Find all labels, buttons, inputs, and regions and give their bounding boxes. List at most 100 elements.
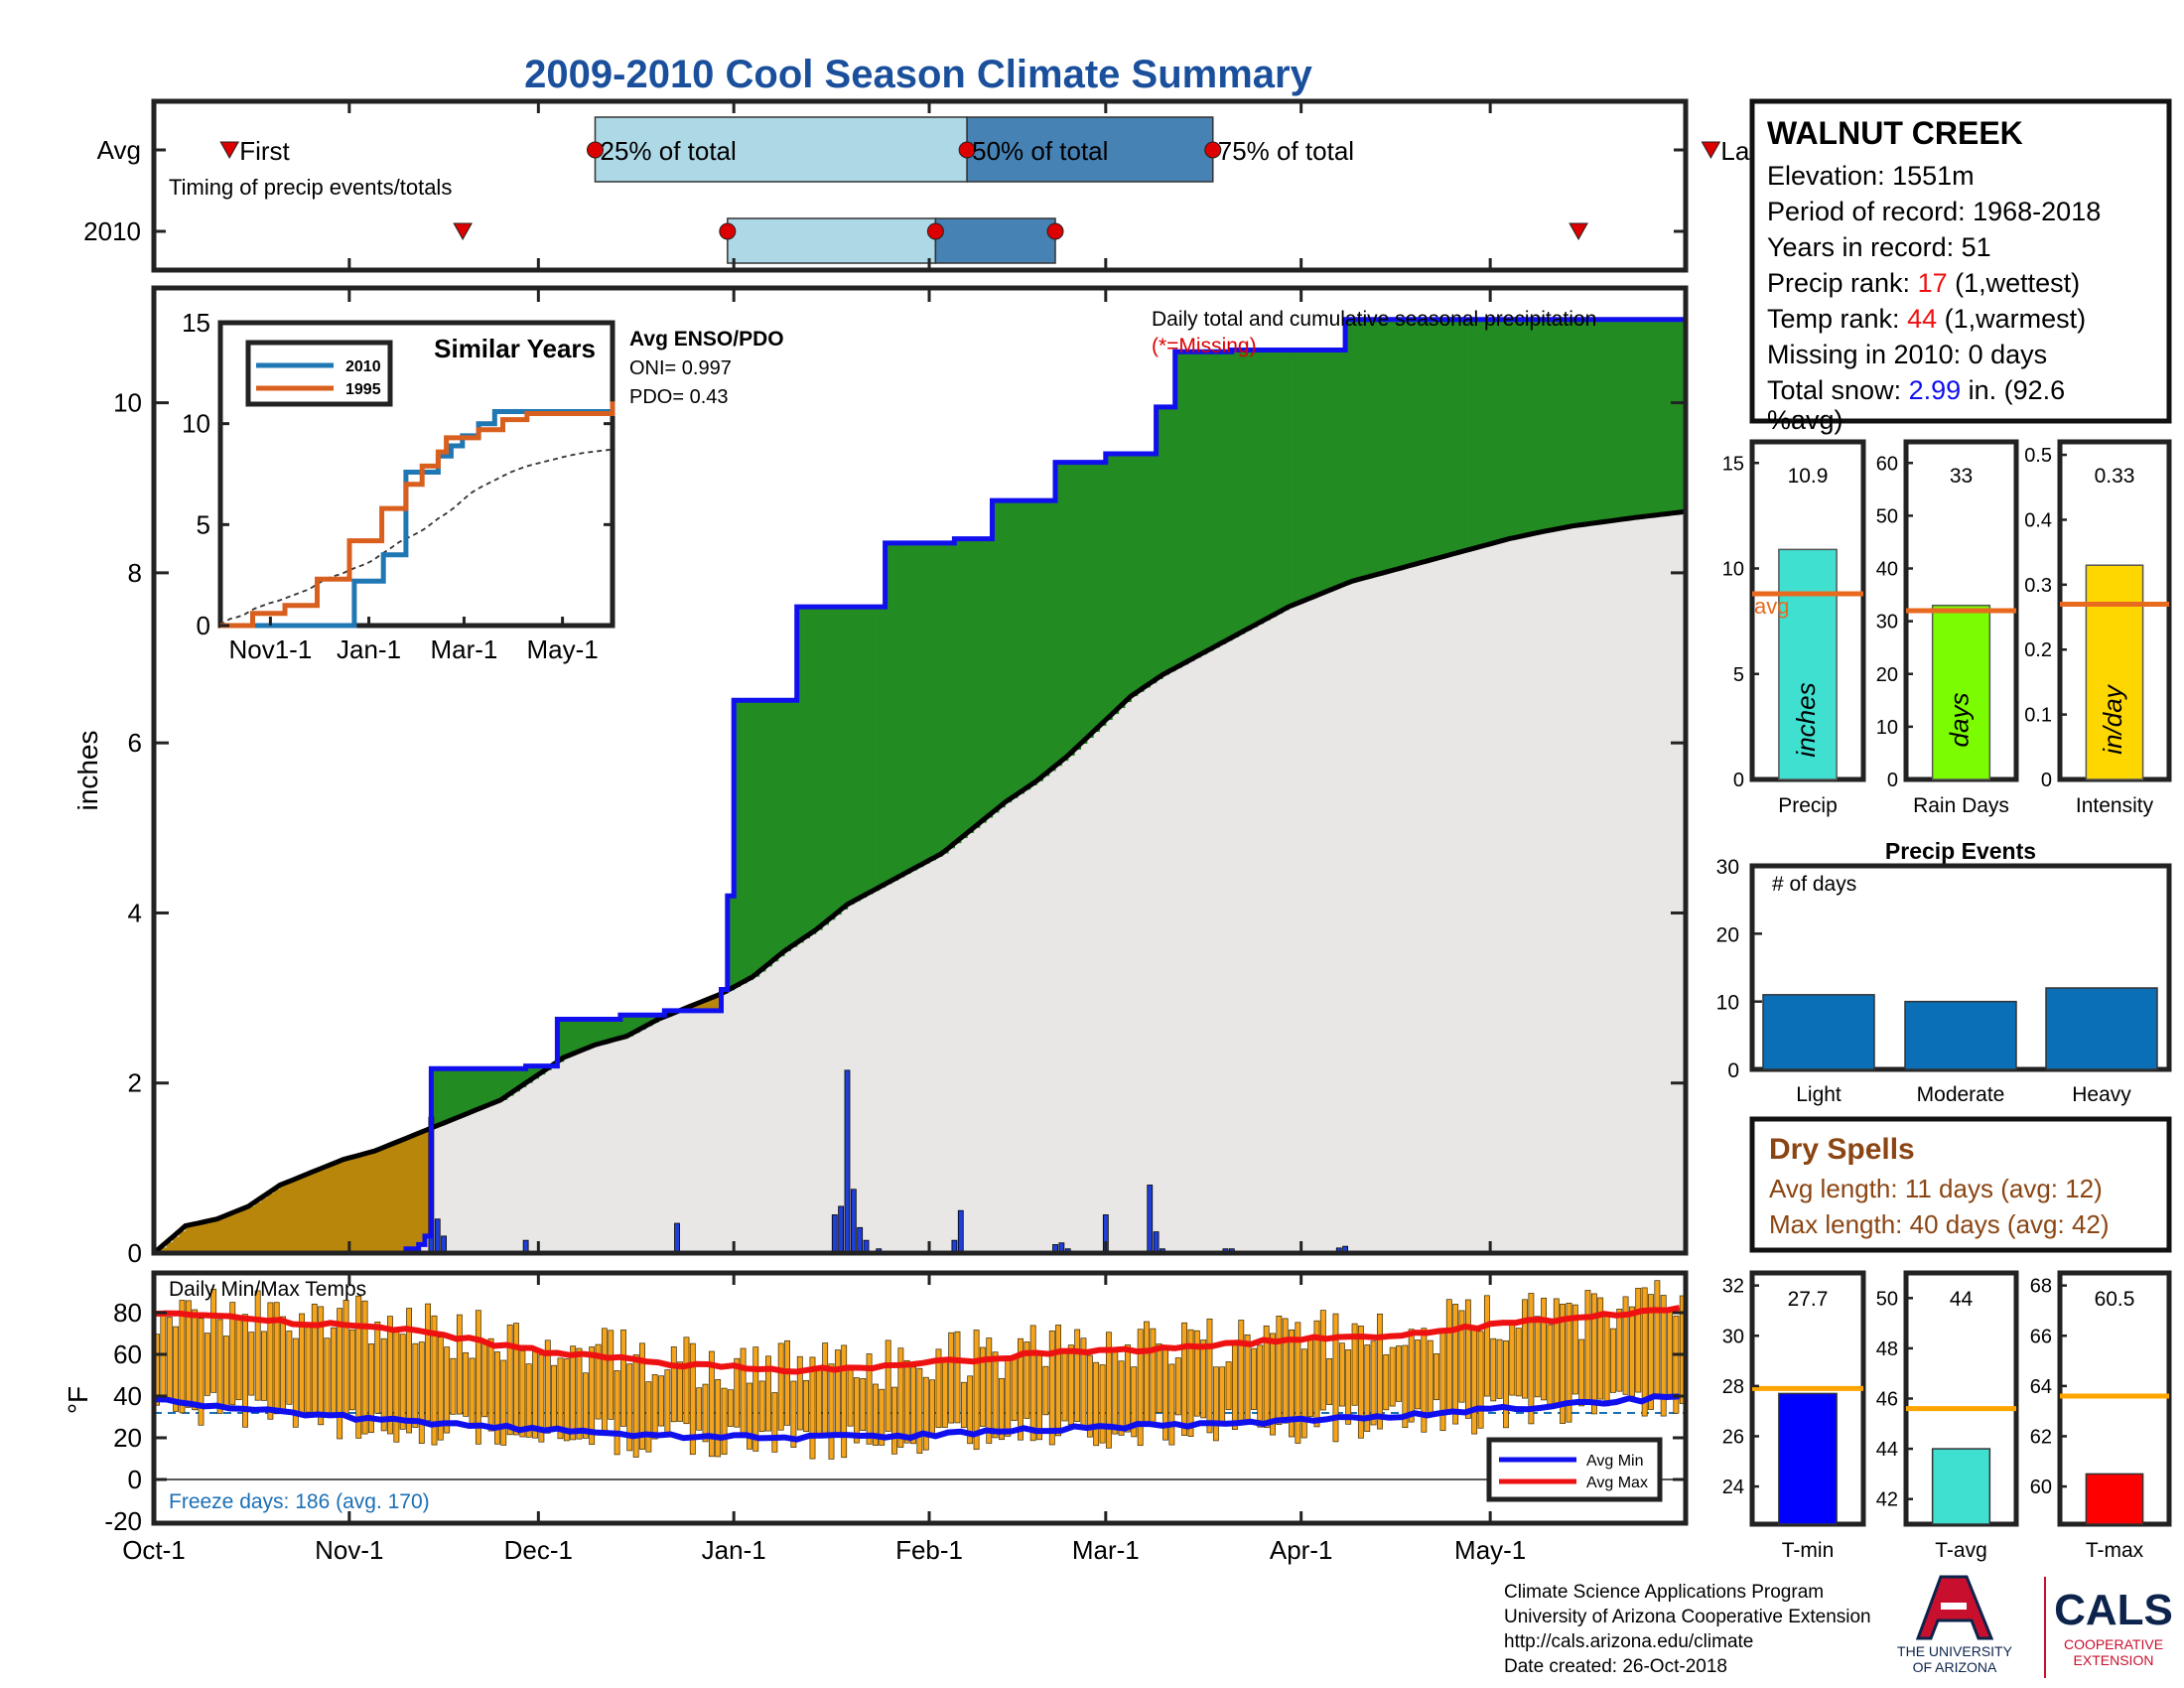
surplus-band: [1389, 319, 1397, 572]
timing-row-2010-label: 2010: [83, 216, 141, 246]
temp-range-bar: [1276, 1316, 1283, 1426]
surplus-band: [608, 1019, 615, 1042]
temp-range-bar: [1402, 1344, 1409, 1429]
temp-range-bar: [185, 1300, 192, 1408]
temp-range-bar: [399, 1334, 406, 1430]
temp-range-bar: [406, 1308, 413, 1434]
temp-range-bar: [173, 1326, 180, 1412]
footer-line-1: Climate Science Applications Program: [1504, 1582, 1824, 1603]
deficit-band: [702, 1001, 710, 1011]
surplus-band: [992, 500, 1000, 813]
surplus-band: [1187, 352, 1195, 661]
surplus-band: [1011, 500, 1019, 798]
surplus-band: [967, 538, 975, 833]
temp-range-bar: [1295, 1322, 1301, 1444]
surplus-band: [437, 1068, 445, 1126]
main-y-tick-label: 4: [128, 898, 142, 927]
temp-range-bar: [809, 1356, 816, 1460]
surplus-band: [834, 607, 842, 915]
temp-range-bar: [229, 1302, 236, 1406]
surplus-band: [777, 700, 785, 957]
page-title: 2009-2010 Cool Season Climate Summary: [524, 53, 1312, 96]
surplus-band: [1641, 319, 1649, 517]
surplus-band: [1635, 319, 1643, 518]
temp-range-bar: [941, 1361, 948, 1428]
temp-range-bar: [393, 1331, 400, 1443]
x-tick-label: Mar-1: [1072, 1535, 1140, 1565]
deficit-band: [305, 1175, 313, 1253]
tmin-y-tick-label: 28: [1722, 1376, 1744, 1398]
deficit-band: [260, 1197, 268, 1253]
temp-range-bar: [1609, 1328, 1616, 1393]
deficit-band: [192, 1224, 200, 1253]
surplus-band: [1654, 319, 1662, 515]
surplus-band: [746, 700, 753, 981]
inset-series-1995: [220, 401, 615, 629]
temp-range-bar: [261, 1331, 267, 1401]
temp-range-bar: [1622, 1296, 1629, 1395]
deficit-band: [355, 1156, 363, 1253]
deficit-band: [708, 998, 716, 1011]
surplus-band: [1490, 319, 1498, 544]
temp-range-bar: [929, 1379, 936, 1435]
inset-title: Similar Years: [434, 334, 596, 363]
surplus-band: [922, 542, 930, 864]
surplus-band: [626, 1015, 634, 1037]
deficit-band: [337, 1162, 344, 1253]
surplus-band: [1445, 319, 1453, 556]
temp-range-bar: [544, 1339, 551, 1434]
deficit-band: [235, 1211, 243, 1253]
timing-panel: Avg 2010 Timing of precip events/totals …: [83, 98, 1770, 273]
surplus-band: [1319, 350, 1327, 595]
surplus-band: [444, 1068, 452, 1123]
days-y-tick-label: 50: [1876, 505, 1898, 527]
cals-line-1: COOPERATIVE: [2064, 1636, 2163, 1652]
deficit-band: [279, 1185, 287, 1253]
temp-range-bar: [1011, 1354, 1018, 1421]
inset-y-tick-label: 0: [197, 611, 210, 640]
temp-range-bar: [1528, 1293, 1535, 1425]
events-bar-heavy: [2045, 987, 2158, 1070]
dry-spells-box: Dry Spells Avg length: 11 days (avg: 12)…: [1749, 1116, 2172, 1253]
surplus-band: [475, 1068, 482, 1111]
temp-range-bar: [242, 1314, 248, 1428]
deficit-band: [696, 1004, 704, 1011]
temp-range-bar: [834, 1349, 841, 1436]
surplus-band: [847, 607, 855, 905]
surplus-band: [1364, 319, 1372, 579]
temp-range-bar: [380, 1337, 387, 1432]
deficit-band: [399, 1140, 407, 1253]
yr2010-box-50-75: [934, 217, 1056, 264]
surplus-band: [815, 607, 823, 930]
temp-range-bar: [519, 1350, 526, 1438]
season-stat-panels: 10.9 inches Precip 0 5 10 15 avg 33 days Rain Days…: [1722, 439, 2172, 817]
surplus-band: [853, 607, 861, 902]
station-temp-rank: Temp rank: 44 (1,warmest): [1767, 304, 2086, 334]
temp-range-bar: [1105, 1332, 1112, 1449]
surplus-band: [1616, 319, 1624, 520]
temp-range-bar: [879, 1388, 886, 1446]
surplus-band: [1421, 319, 1429, 563]
surplus-band: [960, 538, 968, 839]
temp-range-bar: [235, 1316, 242, 1401]
tmax-value-label: 60.5: [2095, 1288, 2135, 1311]
temp-range-bar: [903, 1359, 910, 1444]
temp-range-bar: [1251, 1347, 1257, 1410]
daily-temp-range-bars: [154, 1280, 1686, 1460]
temp-range-bar: [1219, 1366, 1226, 1423]
temp-range-bar: [198, 1318, 205, 1426]
temp-range-bar: [1018, 1337, 1024, 1441]
timing-boxes: [219, 116, 1721, 264]
temp-y-tick-label: 80: [113, 1298, 142, 1328]
inset-y-tick-label: 5: [197, 509, 210, 539]
surplus-band: [929, 542, 936, 861]
temp-range-bar: [506, 1324, 513, 1436]
surplus-band: [1244, 350, 1252, 632]
intensity-value-label: 0.33: [2095, 465, 2135, 488]
surplus-band: [954, 538, 962, 844]
temp-range-bar: [1319, 1310, 1326, 1411]
temp-range-bar: [1270, 1333, 1276, 1436]
temp-range-bar: [1313, 1320, 1320, 1428]
surplus-band: [1553, 319, 1561, 530]
temp-range-bar: [708, 1350, 715, 1458]
